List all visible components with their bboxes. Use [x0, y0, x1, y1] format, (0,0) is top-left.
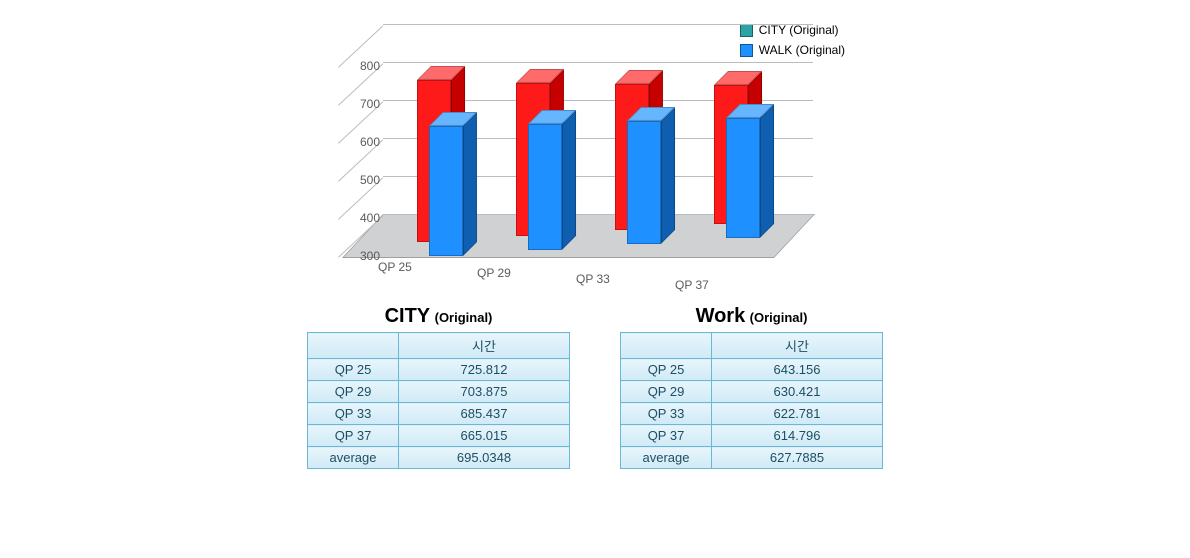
table-row: QP 37614.796: [621, 425, 883, 447]
table-row-label: QP 29: [308, 381, 399, 403]
y-axis-label: 300: [340, 249, 380, 263]
y-axis-label: 600: [340, 135, 380, 149]
table-cell: 725.812: [399, 359, 570, 381]
table-row: QP 29630.421: [621, 381, 883, 403]
x-axis-label: QP 37: [675, 278, 709, 292]
table-row: QP 25725.812: [308, 359, 570, 381]
table-title-main: CITY: [385, 305, 431, 327]
table-cell: 685.437: [399, 403, 570, 425]
x-axis-label: QP 33: [576, 272, 610, 286]
chart-plot-area: CITY (Original) WALK (Original) 30040050…: [315, 20, 875, 280]
table-title: CITY (Original): [307, 305, 570, 328]
table-row: QP 37665.015: [308, 425, 570, 447]
table-cell: 703.875: [399, 381, 570, 403]
table-cell: 695.0348: [399, 447, 570, 469]
table-row: average695.0348: [308, 447, 570, 469]
data-tables: CITY (Original) 시간QP 25725.812QP 29703.8…: [20, 305, 1170, 469]
table-corner: [308, 333, 399, 359]
y-axis-label: 700: [340, 97, 380, 111]
table-title: Work (Original): [620, 305, 883, 328]
table-row-label: QP 25: [621, 359, 712, 381]
chart-bar: [528, 124, 562, 250]
table-col-header: 시간: [399, 333, 570, 359]
table-cell: 614.796: [712, 425, 883, 447]
table-row: QP 29703.875: [308, 381, 570, 403]
table-row: QP 33685.437: [308, 403, 570, 425]
table-title-paren: (Original): [435, 310, 493, 325]
table-row-label: QP 33: [621, 403, 712, 425]
table-cell: 622.781: [712, 403, 883, 425]
table-cell: 630.421: [712, 381, 883, 403]
table-cell: 627.7885: [712, 447, 883, 469]
x-axis-label: QP 29: [477, 266, 511, 280]
table-row: average627.7885: [621, 447, 883, 469]
table-city: CITY (Original) 시간QP 25725.812QP 29703.8…: [307, 305, 570, 469]
table-row-label: average: [621, 447, 712, 469]
chart-bar: [627, 121, 661, 244]
table-title-paren: (Original): [750, 310, 808, 325]
table-row: QP 25643.156: [621, 359, 883, 381]
table-cell: 665.015: [399, 425, 570, 447]
chart-bar: [726, 118, 760, 238]
table-row-label: QP 25: [308, 359, 399, 381]
table-row-label: QP 37: [621, 425, 712, 447]
data-table: 시간QP 25725.812QP 29703.875QP 33685.437QP…: [307, 332, 570, 469]
x-axis-label: QP 25: [378, 260, 412, 274]
table-row-label: average: [308, 447, 399, 469]
y-axis-label: 500: [340, 173, 380, 187]
table-work: Work (Original) 시간QP 25643.156QP 29630.4…: [620, 305, 883, 469]
table-row-label: QP 29: [621, 381, 712, 403]
table-title-main: Work: [696, 305, 746, 327]
bar-chart-3d: CITY (Original) WALK (Original) 30040050…: [315, 20, 875, 280]
table-row-label: QP 33: [308, 403, 399, 425]
y-axis-label: 400: [340, 211, 380, 225]
table-row-label: QP 37: [308, 425, 399, 447]
table-row: QP 33622.781: [621, 403, 883, 425]
table-cell: 643.156: [712, 359, 883, 381]
table-corner: [621, 333, 712, 359]
data-table: 시간QP 25643.156QP 29630.421QP 33622.781QP…: [620, 332, 883, 469]
chart-bar: [429, 126, 463, 256]
table-col-header: 시간: [712, 333, 883, 359]
y-axis-label: 800: [340, 59, 380, 73]
